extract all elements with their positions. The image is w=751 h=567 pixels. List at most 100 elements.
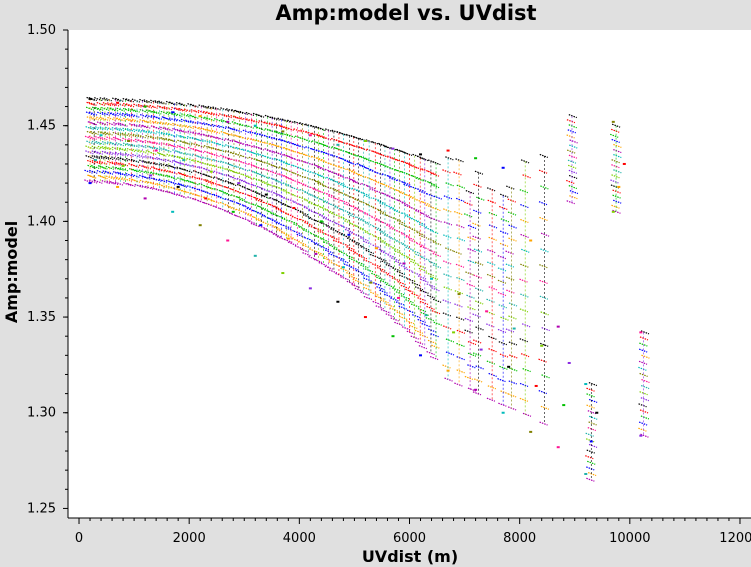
data-point-cluster bbox=[405, 246, 414, 251]
data-point-cluster bbox=[353, 136, 362, 141]
data-point-cluster bbox=[104, 131, 113, 136]
data-point-cluster bbox=[283, 146, 292, 151]
data-point-cluster bbox=[223, 192, 232, 197]
data-point-cluster bbox=[383, 293, 393, 298]
data-point-cluster bbox=[401, 202, 410, 207]
data-point-cluster bbox=[425, 204, 434, 209]
data-point-cluster bbox=[539, 264, 548, 269]
data-point-cluster bbox=[324, 265, 333, 270]
data-point-cluster bbox=[149, 120, 158, 125]
data-point-cluster bbox=[417, 297, 426, 302]
data-point bbox=[88, 182, 92, 185]
data-point-cluster bbox=[268, 163, 277, 168]
data-point-cluster bbox=[102, 170, 111, 175]
data-point-cluster bbox=[311, 163, 320, 168]
data-point-cluster bbox=[340, 149, 349, 154]
data-point-cluster bbox=[273, 192, 282, 197]
data-point-cluster bbox=[335, 272, 344, 278]
data-point-cluster bbox=[519, 382, 529, 388]
data-point-cluster bbox=[90, 164, 100, 170]
data-point-cluster bbox=[473, 183, 482, 188]
data-point-cluster bbox=[255, 146, 265, 151]
data-point-cluster bbox=[325, 128, 334, 133]
data-point-cluster bbox=[566, 119, 576, 124]
data-point-cluster bbox=[587, 460, 596, 465]
data-point-cluster bbox=[106, 141, 116, 146]
data-point-cluster bbox=[291, 186, 300, 191]
data-point-cluster bbox=[427, 328, 437, 333]
data-point-cluster bbox=[261, 188, 270, 193]
data-point-cluster bbox=[332, 239, 342, 244]
data-point-cluster bbox=[261, 214, 271, 220]
data-point-cluster bbox=[314, 211, 323, 217]
data-point-cluster bbox=[245, 175, 254, 180]
data-point-cluster bbox=[314, 243, 323, 248]
data-point-cluster bbox=[125, 103, 135, 108]
data-point-cluster bbox=[326, 192, 335, 198]
data-point-cluster bbox=[212, 182, 221, 187]
data-point-cluster bbox=[391, 247, 401, 252]
data-point-cluster bbox=[348, 231, 357, 236]
data-point-cluster bbox=[443, 286, 452, 291]
data-point-cluster bbox=[292, 164, 301, 169]
data-point-cluster bbox=[346, 211, 356, 216]
data-point-cluster bbox=[394, 169, 404, 174]
data-point-cluster bbox=[522, 367, 531, 373]
data-point-cluster bbox=[280, 189, 290, 194]
data-point-cluster bbox=[275, 180, 284, 185]
data-point-cluster bbox=[178, 183, 188, 188]
data-point-cluster bbox=[191, 164, 201, 169]
data-point-cluster bbox=[398, 305, 407, 310]
data-point-cluster bbox=[176, 193, 185, 198]
data-point-cluster bbox=[276, 215, 286, 220]
data-point-cluster bbox=[109, 107, 119, 112]
data-point-cluster bbox=[205, 122, 215, 128]
data-point bbox=[171, 111, 175, 114]
data-point-cluster bbox=[228, 206, 237, 211]
data-point-cluster bbox=[340, 199, 350, 205]
data-point-cluster bbox=[339, 140, 348, 145]
data-point-cluster bbox=[366, 148, 375, 153]
data-point-cluster bbox=[95, 135, 104, 141]
data-point-cluster bbox=[272, 205, 282, 210]
data-point-cluster bbox=[196, 121, 206, 126]
data-point-cluster bbox=[171, 154, 181, 159]
data-point-cluster bbox=[298, 159, 307, 164]
data-point-cluster bbox=[465, 190, 475, 195]
data-point-cluster bbox=[304, 221, 313, 226]
data-point-cluster bbox=[310, 147, 320, 153]
data-point-cluster bbox=[229, 175, 238, 181]
data-point-cluster bbox=[187, 130, 196, 135]
data-point-cluster bbox=[315, 149, 325, 154]
data-point-cluster bbox=[375, 180, 384, 186]
data-point-cluster bbox=[239, 198, 248, 203]
data-point-cluster bbox=[122, 127, 131, 132]
data-point-cluster bbox=[242, 205, 251, 210]
data-point-cluster bbox=[639, 342, 648, 347]
data-point-cluster bbox=[169, 165, 178, 170]
data-point-cluster bbox=[264, 128, 274, 133]
data-point-cluster bbox=[473, 274, 482, 279]
data-point-cluster bbox=[311, 178, 321, 183]
data-point-cluster bbox=[85, 155, 94, 160]
data-point-cluster bbox=[442, 299, 451, 304]
data-point bbox=[584, 383, 588, 386]
data-point-cluster bbox=[323, 257, 333, 262]
data-point-cluster bbox=[316, 157, 325, 162]
data-point-cluster bbox=[86, 101, 95, 106]
data-point-cluster bbox=[589, 415, 598, 420]
data-point-cluster bbox=[143, 99, 152, 104]
data-point-cluster bbox=[172, 159, 181, 165]
data-point-cluster bbox=[213, 176, 223, 181]
data-point-cluster bbox=[432, 252, 441, 257]
data-point-cluster bbox=[183, 108, 193, 113]
data-point-cluster bbox=[331, 236, 340, 241]
data-point-cluster bbox=[346, 176, 355, 182]
data-point-cluster bbox=[486, 360, 496, 365]
data-point-cluster bbox=[203, 173, 212, 178]
data-point-cluster bbox=[121, 112, 131, 117]
data-point-cluster bbox=[309, 171, 319, 176]
data-point-cluster bbox=[611, 164, 620, 169]
data-point-cluster bbox=[149, 181, 159, 186]
data-point-cluster bbox=[128, 138, 137, 143]
